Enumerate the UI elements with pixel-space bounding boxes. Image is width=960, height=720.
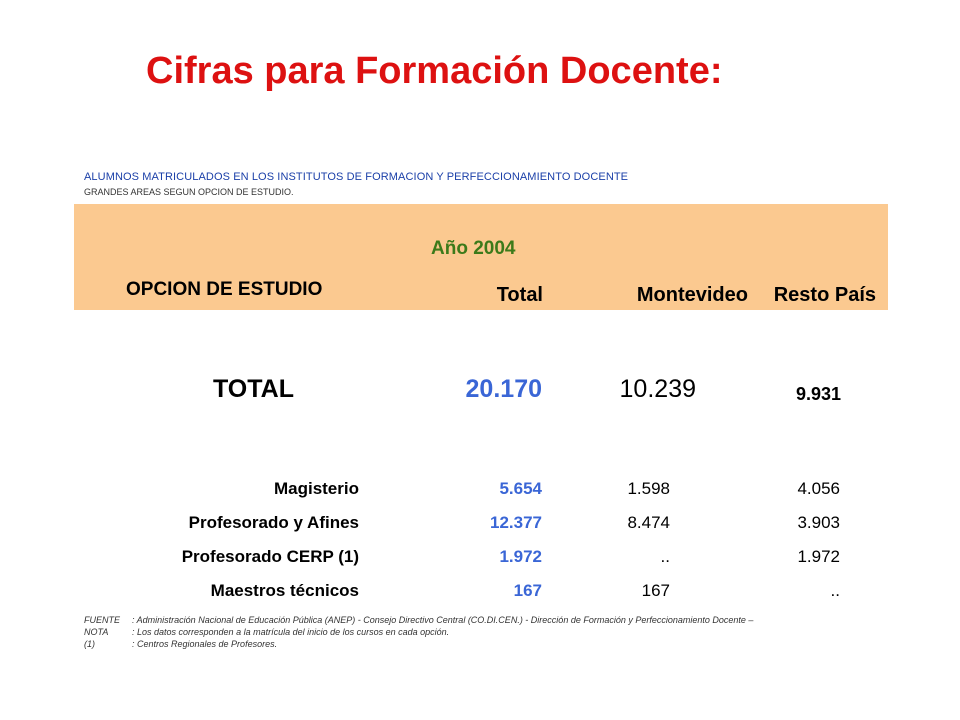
row-montevideo-value: 10.239 <box>619 375 696 403</box>
footnote-text: : Administración Nacional de Educación P… <box>132 615 754 625</box>
row-label: Maestros técnicos <box>210 581 359 600</box>
row-total-value: 167 <box>513 581 542 600</box>
header-resto-pais: Resto País <box>773 284 876 306</box>
row-label: Profesorado y Afines <box>188 513 359 532</box>
footnotes: FUENTE : Administración Nacional de Educa… <box>84 614 894 650</box>
row-label: Profesorado CERP (1) <box>181 547 359 566</box>
footnote-key: (1) <box>84 639 95 649</box>
row-total-value: 12.377 <box>490 513 542 532</box>
header-year: Año 2004 <box>431 238 516 259</box>
row-label: TOTAL <box>212 375 294 403</box>
footnote-fuente: FUENTE : Administración Nacional de Educa… <box>84 614 894 626</box>
row-montevideo-value: 167 <box>641 581 670 600</box>
row-resto-value: 3.903 <box>797 513 840 532</box>
row-montevideo-value: 1.598 <box>627 479 670 498</box>
row-resto-value: .. <box>830 581 840 600</box>
footnote-key: FUENTE <box>84 615 120 625</box>
row-resto-value: 1.972 <box>797 547 840 566</box>
footnote-nota: NOTA : Los datos corresponden a la matríc… <box>84 626 894 638</box>
table-subtitle: ALUMNOS MATRICULADOS EN LOS INSTITUTOS D… <box>84 171 629 183</box>
row-total-value: 1.972 <box>499 547 542 566</box>
row-montevideo-value: .. <box>660 547 670 566</box>
page-title: Cifras para Formación Docente: <box>146 50 723 92</box>
row-label: Magisterio <box>273 479 359 498</box>
footnote-key: NOTA <box>84 627 109 637</box>
row-resto-value: 4.056 <box>797 479 840 498</box>
header-opcion-estudio: OPCION DE ESTUDIO <box>126 279 323 300</box>
row-total-value: 5.654 <box>499 479 542 498</box>
header-total: Total <box>496 284 543 306</box>
table-subtitle-secondary: GRANDES AREAS SEGUN OPCION DE ESTUDIO. <box>84 187 294 197</box>
header-montevideo: Montevideo <box>636 284 748 306</box>
row-total-value: 20.170 <box>465 375 542 403</box>
footnote-text: : Los datos corresponden a la matrícula … <box>132 627 450 637</box>
table-header-band <box>74 204 888 310</box>
footnote-1: (1) : Centros Regionales de Profesores. <box>84 638 894 650</box>
footnote-text: : Centros Regionales de Profesores. <box>132 639 278 649</box>
row-montevideo-value: 8.474 <box>627 513 670 532</box>
row-resto-value: 9.931 <box>795 384 841 404</box>
